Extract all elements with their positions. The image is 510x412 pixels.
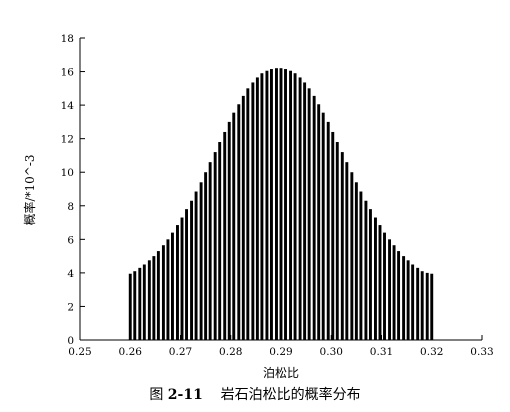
- y-tick-label: 12: [61, 134, 74, 146]
- x-tick-label: 0.30: [320, 346, 343, 358]
- bar: [335, 142, 339, 340]
- bar: [312, 95, 316, 340]
- figure-label: 图: [149, 387, 164, 403]
- bar: [383, 232, 386, 340]
- figure-title: 岩石泊松比的概率分布: [220, 387, 361, 403]
- bar: [340, 152, 344, 340]
- x-ticks-group: 0.25 0.26 0.27 0.28 0.29 0.30 0.31 0.32 0.33: [68, 335, 494, 358]
- bar: [241, 95, 245, 340]
- bar: [218, 142, 222, 340]
- bar: [269, 69, 273, 340]
- bar: [232, 112, 236, 340]
- bar: [227, 121, 231, 340]
- bar: [430, 273, 434, 340]
- bar: [359, 191, 363, 340]
- y-tick-label: 6: [67, 234, 74, 246]
- y-ticks-group: 0 2 4 6 8 10 12 14 16 18: [61, 33, 85, 347]
- bar: [251, 82, 255, 341]
- bar: [388, 239, 391, 340]
- bar: [303, 82, 307, 341]
- bar: [246, 88, 250, 340]
- bar: [152, 256, 156, 340]
- bar: [298, 77, 302, 341]
- bar: [208, 162, 212, 340]
- bar: [317, 104, 321, 341]
- bar: [185, 209, 188, 340]
- y-tick-label: 8: [67, 201, 74, 213]
- bar: [223, 131, 227, 340]
- y-tick-label: 2: [67, 301, 74, 313]
- x-tick-label: 0.27: [169, 346, 192, 358]
- bar: [402, 256, 406, 340]
- bar: [133, 271, 137, 340]
- bar: [199, 182, 203, 340]
- x-tick-label: 0.32: [420, 346, 443, 358]
- x-tick-label: 0.25: [68, 346, 91, 358]
- bar: [284, 69, 287, 340]
- bar: [194, 191, 198, 340]
- bar: [350, 172, 354, 340]
- bar: [354, 182, 358, 340]
- figure-caption: 图 2-11 岩石泊松比的概率分布: [0, 384, 510, 404]
- bar: [190, 200, 194, 340]
- bar: [138, 267, 142, 340]
- bar: [176, 225, 179, 340]
- bar: [255, 77, 259, 341]
- bar: [425, 272, 429, 340]
- bar: [142, 264, 146, 340]
- bar: [265, 70, 269, 340]
- y-axis-label: 概率/*10^-3: [22, 154, 37, 225]
- x-tick-label: 0.29: [269, 346, 292, 358]
- bar: [204, 172, 208, 340]
- bar: [321, 112, 325, 340]
- y-tick-label: 10: [61, 167, 74, 179]
- bars-group: [128, 68, 434, 341]
- x-tick-label: 0.33: [470, 346, 493, 358]
- bar: [156, 251, 160, 340]
- x-axis-label: 泊松比: [263, 366, 299, 380]
- bar: [411, 264, 415, 340]
- x-tick-label: 0.31: [370, 346, 393, 358]
- bar: [289, 70, 293, 340]
- bar: [275, 68, 278, 340]
- bar: [364, 200, 368, 340]
- bar: [128, 273, 132, 340]
- x-tick-label: 0.28: [219, 346, 242, 358]
- bar: [237, 104, 241, 341]
- y-tick-label: 14: [61, 100, 75, 112]
- bar: [406, 260, 410, 340]
- bar: [420, 271, 424, 340]
- bar: [374, 217, 377, 340]
- bar: [180, 217, 184, 340]
- bar: [166, 239, 170, 340]
- bar: [171, 232, 174, 340]
- y-tick-label: 16: [61, 67, 75, 79]
- bar: [279, 68, 283, 340]
- bar: [260, 73, 264, 340]
- bar: [326, 121, 330, 340]
- y-tick-label: 4: [67, 268, 74, 280]
- y-tick-label: 18: [61, 33, 74, 45]
- bar: [397, 251, 401, 340]
- bar: [147, 260, 151, 340]
- bar: [392, 245, 396, 340]
- bar: [213, 152, 217, 340]
- figure-number: 2-11: [167, 387, 203, 403]
- bar: [331, 131, 335, 340]
- y-tick-label: 0: [67, 335, 74, 347]
- bar: [307, 88, 311, 340]
- bar: [368, 209, 372, 340]
- bar: [378, 225, 382, 340]
- bar: [345, 162, 349, 340]
- bar: [293, 73, 297, 340]
- bar: [416, 267, 420, 340]
- bar: [161, 245, 165, 340]
- x-tick-label: 0.26: [119, 346, 143, 358]
